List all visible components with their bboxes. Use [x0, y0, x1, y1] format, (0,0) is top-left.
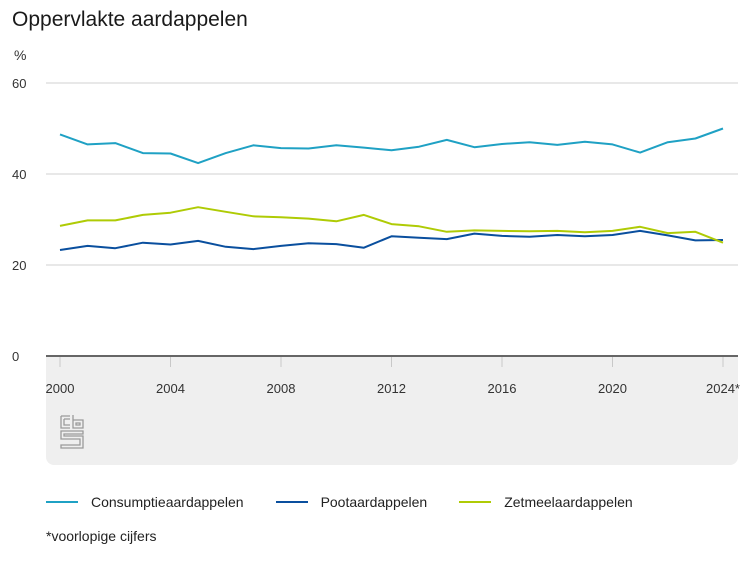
x-tick-label: 2000 [46, 381, 75, 396]
legend-item-zetmeel[interactable]: Zetmeelaardappelen [459, 494, 633, 510]
chart-title: Oppervlakte aardappelen [12, 8, 248, 31]
x-axis-panel [46, 356, 738, 465]
legend-label: Pootaardappelen [320, 494, 428, 510]
series-lines [59, 127, 724, 251]
y-tick-label: 60 [12, 76, 26, 91]
series-line-1 [59, 127, 724, 165]
footnote: *voorlopige cijfers [46, 528, 157, 544]
legend-swatch [275, 501, 308, 503]
x-axis: 2000 2004 2008 2012 2016 2020 2024* [46, 355, 740, 396]
x-tick-label: 2016 [488, 381, 517, 396]
gridlines [46, 82, 738, 266]
legend-label: Zetmeelaardappelen [504, 494, 633, 510]
y-tick-label: 40 [12, 167, 26, 182]
legend-swatch [459, 501, 492, 503]
x-tick-label: 2008 [267, 381, 296, 396]
cbs-logo-icon [60, 415, 84, 449]
y-tick-label: 20 [12, 258, 26, 273]
x-tick-label: 2020 [598, 381, 627, 396]
legend-item-consumptie[interactable]: Consumptieaardappelen [46, 494, 244, 510]
line-chart: 0 20 40 60 2000 2004 2008 2012 2016 2020 2024* [12, 76, 740, 396]
y-axis-ticks: 0 20 40 60 [12, 76, 26, 364]
x-tick-label: 2024* [706, 381, 740, 396]
legend-item-poot[interactable]: Pootaardappelen [275, 494, 428, 510]
legend-label: Consumptieaardappelen [91, 494, 244, 510]
x-tick-label: 2004 [156, 381, 185, 396]
x-tick-label: 2012 [377, 381, 406, 396]
y-axis-unit-label: % [14, 47, 27, 63]
y-tick-label: 0 [12, 349, 19, 364]
legend: Consumptieaardappelen Pootaardappelen Ze… [46, 494, 665, 510]
legend-swatch [46, 501, 78, 503]
series-line-3 [59, 206, 724, 244]
series-line-2 [59, 229, 724, 251]
